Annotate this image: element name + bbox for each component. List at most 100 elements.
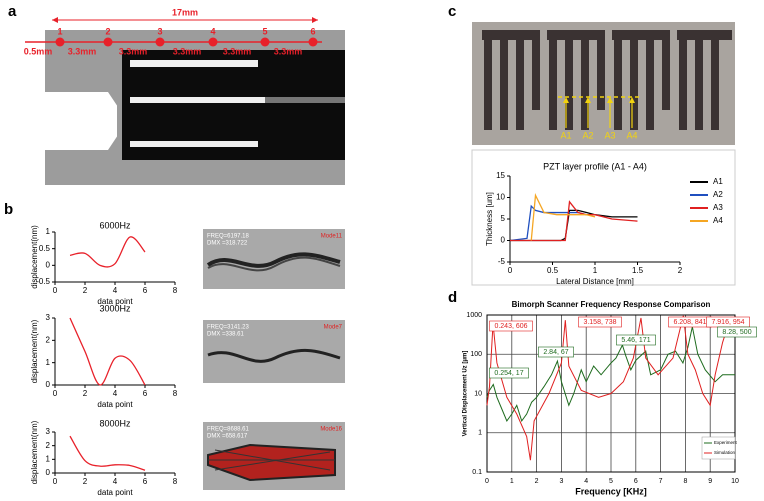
y-tick-label: 10 (496, 193, 505, 202)
dimension-label: 17mm (172, 7, 198, 17)
point-label: 5 (262, 26, 267, 36)
point-label: 3 (157, 26, 162, 36)
x-tick-label: 1 (510, 478, 514, 485)
x-tick-label: 4 (113, 389, 118, 398)
fem-dmx: DMX =318.722 (207, 241, 248, 247)
annotation: 0.243, 606 (494, 323, 527, 330)
panel-label: d (448, 289, 457, 306)
series-line (510, 200, 638, 242)
y-tick-label: 3 (46, 427, 51, 436)
probe-label: A1 (560, 130, 571, 140)
point-marker (103, 37, 113, 47)
x-tick-label: 3 (559, 478, 563, 485)
segment-label: 3.3mm (274, 46, 303, 56)
annotation-box (489, 367, 529, 379)
x-tick-label: 6 (143, 286, 148, 295)
fem-freq: FREQ=3141.23 (207, 325, 250, 331)
x-tick-label: 4 (113, 477, 118, 486)
point-marker (155, 37, 165, 47)
annotation: 6.208, 841 (673, 319, 706, 326)
y-tick-label: 0 (46, 260, 51, 269)
x-tick-label: 0 (508, 266, 513, 275)
y-tick-label: 1 (46, 358, 51, 367)
fem-mode: Mode7 (324, 325, 343, 331)
legend-label: A3 (713, 203, 723, 212)
x-tick-label: 2 (535, 478, 539, 485)
point-label: 1 (57, 26, 62, 36)
x-tick-label: 6 (143, 389, 148, 398)
y-tick-label: 5 (501, 214, 506, 223)
schematic (25, 17, 345, 185)
y-tick-label: 0.5 (39, 244, 51, 253)
y-tick-label: 1 (46, 227, 51, 236)
annotation-box (578, 316, 622, 328)
point-label: 6 (310, 26, 315, 36)
point-label: 4 (210, 26, 215, 36)
segment-label: 3.3mm (223, 46, 252, 56)
x-tick-label: 8 (683, 478, 687, 485)
y-axis-label: Vertical Displacement Uz [μm] (463, 351, 469, 437)
point-marker (208, 37, 218, 47)
legend-label: Experiment (714, 440, 738, 445)
y-axis-label: displacement(nm) (30, 420, 39, 484)
x-tick-label: 4 (113, 286, 118, 295)
series-line (69, 236, 146, 268)
x-tick-label: 2 (83, 286, 88, 295)
plot-frame (486, 314, 736, 473)
segment-label: 3.3mm (119, 46, 148, 56)
x-tick-label: 1.5 (632, 266, 644, 275)
x-tick-label: 5 (609, 478, 613, 485)
x-tick-label: 0 (53, 286, 58, 295)
y-tick-label: 1 (46, 454, 51, 463)
chart-title: Bimorph Scanner Frequency Response Compa… (512, 300, 711, 309)
fem-freq: FREQ=8688.61 (207, 427, 250, 433)
point-label: 2 (105, 26, 110, 36)
x-tick-label: 9 (708, 478, 712, 485)
fem-dmx: DMX =338.61 (207, 332, 245, 338)
y-tick-label: -5 (498, 257, 506, 266)
fem-images (203, 229, 345, 490)
x-tick-label: 0.5 (547, 266, 559, 275)
annotation: 7.916, 954 (711, 319, 744, 326)
legend-label: A4 (713, 216, 723, 225)
series-line (486, 315, 736, 461)
x-tick-label: 6 (634, 478, 638, 485)
x-tick-label: 0 (485, 478, 489, 485)
x-tick-label: 7 (659, 478, 663, 485)
x-tick-label: 8 (173, 286, 178, 295)
panel-label: b (4, 201, 13, 218)
series-line (69, 435, 146, 471)
probe-label: A2 (582, 130, 593, 140)
legend-label: A2 (713, 190, 723, 199)
photo (471, 22, 736, 286)
panel-label: c (448, 3, 456, 20)
fem-freq: FREQ=6197.18 (207, 234, 250, 240)
y-tick-label: 0 (46, 468, 51, 477)
y-axis-label: Thickness [um] (485, 192, 494, 246)
x-tick-label: 2 (678, 266, 683, 275)
y-tick-label: 1 (478, 430, 482, 437)
x-tick-label: 0 (53, 389, 58, 398)
x-tick-label: 8 (173, 477, 178, 486)
x-axis-label: Frequency [KHz] (575, 486, 647, 496)
chart-title: PZT layer profile (A1 - A4) (543, 161, 647, 171)
x-tick-label: 4 (584, 478, 588, 485)
probe-label: A3 (604, 130, 615, 140)
series-line (509, 204, 587, 242)
fem-dmx: DMX =658.617 (207, 434, 248, 440)
legend-label: Simulation (714, 450, 736, 455)
legend-label: A1 (713, 177, 723, 186)
x-tick-label: 0 (53, 477, 58, 486)
point-marker (260, 37, 270, 47)
x-axis-label: data point (97, 400, 133, 409)
y-axis-label: displacement(nm) (30, 225, 39, 289)
probe-label: A4 (626, 130, 637, 140)
panel-label: a (8, 3, 17, 20)
y-tick-label: 0.1 (472, 469, 482, 476)
x-axis-label: Lateral Distance [mm] (556, 277, 634, 286)
y-tick-label: 10 (474, 390, 482, 397)
x-tick-label: 8 (173, 389, 178, 398)
fem-mode: Mode11 (321, 234, 343, 240)
y-tick-label: 0 (501, 236, 506, 245)
